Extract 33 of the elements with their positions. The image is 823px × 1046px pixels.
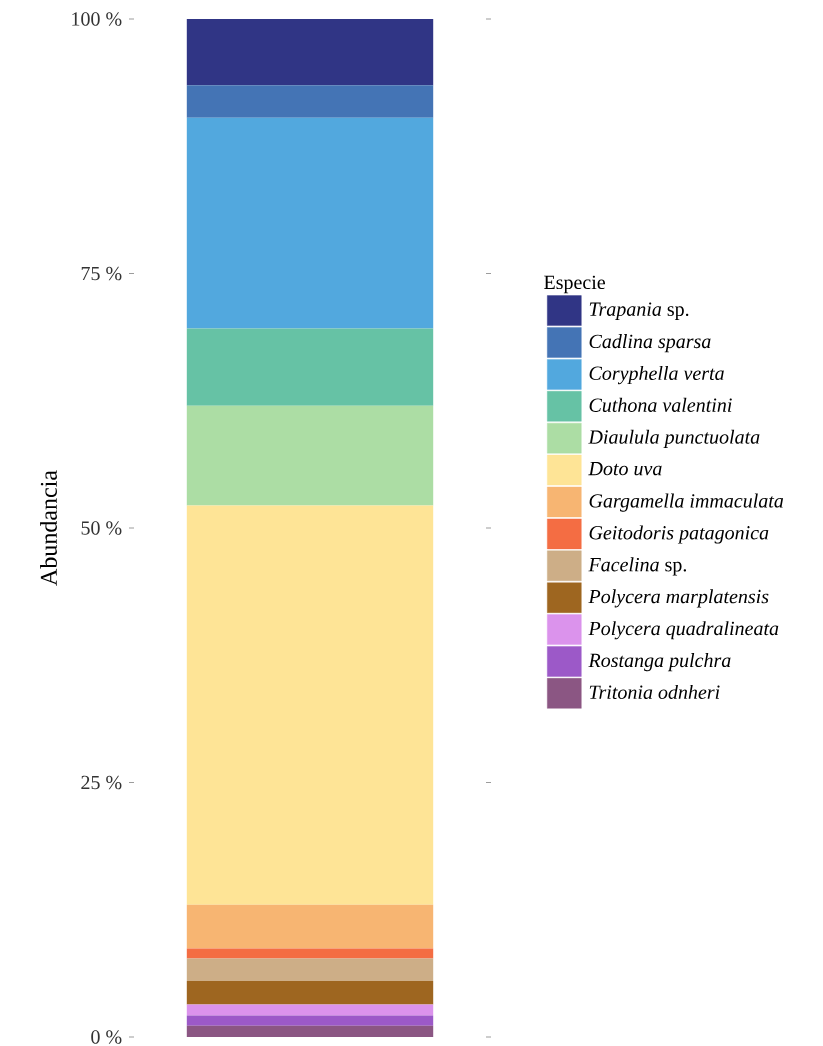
bar: [186, 505, 434, 905]
y-tick-label: 25 %: [81, 775, 122, 790]
bar: [186, 1015, 434, 1026]
legend-label: Trapania sp.: [589, 302, 689, 320]
y-tick-label: 75 %: [81, 266, 122, 281]
legend-label: Cuthona valentini: [589, 397, 732, 412]
legend-label: Geitodoris patagonica: [589, 525, 769, 544]
bar: [186, 85, 434, 118]
bar: [186, 19, 434, 86]
bar: [186, 981, 434, 1005]
y-tick-label: 0 %: [91, 1030, 122, 1044]
legend-label: Cadlina sparsa: [589, 334, 711, 353]
bar: [186, 904, 434, 949]
bar: [186, 328, 434, 406]
legend-label: Tritonia odnheri: [589, 684, 720, 700]
y-axis-title: Abundancia: [40, 470, 57, 586]
legend-label: Rostanga pulchra: [588, 653, 731, 672]
bar: [186, 117, 434, 329]
legend-label: Polycera marplatensis: [588, 589, 769, 608]
legend-label: Doto uva: [588, 462, 662, 476]
legend-title: Especie: [544, 275, 605, 294]
y-tick-label: 50 %: [81, 521, 122, 535]
y-tick-label: 100 %: [72, 12, 122, 26]
bar: [186, 948, 434, 959]
legend-label: Facelina sp.: [588, 557, 687, 576]
bar: [186, 405, 434, 506]
bar: [186, 1004, 434, 1016]
legend-label: Polycera quadralineata: [588, 621, 779, 640]
legend-label: Coryphella verta: [589, 365, 724, 385]
legend-label: Gargamella immaculata: [589, 493, 784, 512]
bar: [186, 1025, 434, 1037]
bar: [186, 958, 434, 982]
legend-label: Diaulula punctuolata: [588, 429, 760, 448]
